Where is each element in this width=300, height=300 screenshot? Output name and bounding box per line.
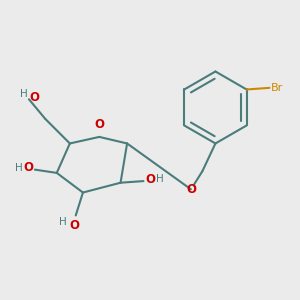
Text: H: H	[15, 163, 23, 173]
Text: H: H	[59, 217, 67, 227]
Text: H: H	[20, 89, 27, 99]
Text: H: H	[156, 174, 163, 184]
Text: O: O	[23, 161, 33, 175]
Text: O: O	[145, 173, 155, 186]
Text: Br: Br	[271, 83, 283, 93]
Text: O: O	[29, 91, 39, 104]
Text: O: O	[70, 219, 80, 232]
Text: O: O	[186, 183, 196, 196]
Text: O: O	[94, 118, 104, 131]
